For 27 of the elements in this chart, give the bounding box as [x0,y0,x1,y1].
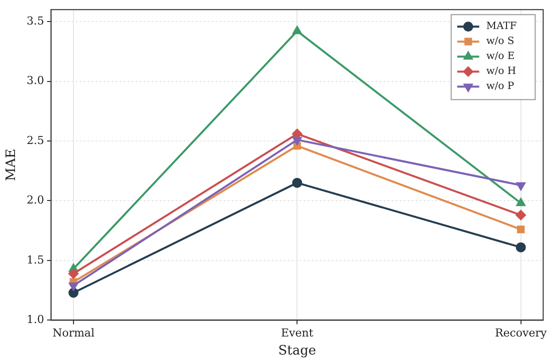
point [68,268,78,279]
legend-label: w/o H [486,66,516,78]
x-tick-label: Event [281,326,314,340]
y-tick-label: 2.5 [26,134,44,147]
y-tick-label: 2.0 [26,194,44,207]
legend-label: w/o S [486,36,514,48]
legend-label: w/o P [486,81,514,92]
point [516,198,526,206]
point [516,242,526,252]
x-tick-label: Normal [52,326,95,340]
y-tick-label: 3.0 [26,74,44,88]
y-axis-title: MAE [4,148,20,181]
point [517,226,525,234]
x-tick-label: Recovery [494,326,548,340]
point [292,26,302,34]
point [516,210,526,220]
y-tick-label: 1.5 [26,253,44,266]
legend-label: w/o E [486,51,515,62]
point [69,282,78,291]
point [292,178,302,188]
point [68,288,78,298]
legend-label: MATF [486,21,517,32]
x-axis-title: Stage [278,344,316,359]
y-tick-label: 3.5 [26,14,44,28]
point [516,182,526,190]
y-tick-label: 1.0 [26,313,44,326]
point [292,136,302,145]
